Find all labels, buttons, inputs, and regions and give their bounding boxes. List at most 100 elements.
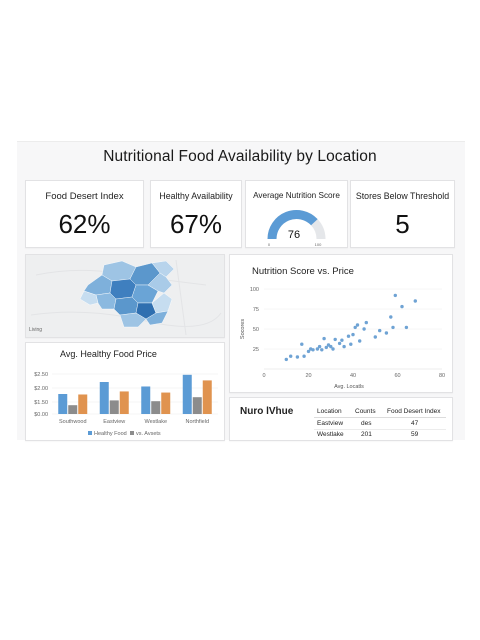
table-cell: 201 bbox=[361, 431, 372, 438]
scatter-point bbox=[342, 344, 346, 349]
bar-x-tick: Northfield bbox=[185, 419, 209, 425]
price-bar-chart: $0.00 $1.50 $2.00 $2.50 Southwood Eastview Wes… bbox=[34, 372, 218, 437]
scatter-point bbox=[331, 347, 335, 351]
table-cell: 47 bbox=[411, 420, 419, 427]
table-header-counts: Counts bbox=[355, 408, 376, 415]
scatter-point bbox=[324, 345, 328, 350]
bar bbox=[182, 374, 192, 414]
legend-swatch bbox=[130, 431, 134, 435]
table-header-divider bbox=[314, 417, 446, 418]
scatter-point bbox=[378, 328, 382, 333]
kpi-card-average-nutrition-score: Average Nutrition Score 76 0 100 bbox=[245, 180, 348, 248]
gauge-min: 0 bbox=[268, 242, 271, 247]
scatter-point bbox=[400, 304, 404, 309]
scatter-point bbox=[295, 355, 300, 359]
bar-x-tick: Westlake bbox=[144, 419, 167, 425]
kpi-card-healthy-availability: Healthy Availability 67% bbox=[150, 180, 242, 248]
scatter-x-tick: 40 bbox=[350, 373, 356, 379]
bar bbox=[78, 394, 88, 414]
page-title: Nutritional Food Availability by Locatio… bbox=[103, 148, 377, 165]
scatter-point bbox=[358, 339, 362, 343]
legend-swatch bbox=[88, 431, 92, 435]
scatter-point bbox=[373, 335, 377, 339]
scatter-point bbox=[413, 299, 417, 303]
scatter-x-tick: 60 bbox=[394, 373, 400, 379]
scatter-point bbox=[289, 354, 293, 358]
scatter-point bbox=[322, 336, 326, 341]
scatter-x-tick: 80 bbox=[439, 373, 445, 379]
scatter-y-tick: 75 bbox=[253, 307, 259, 313]
scatter-y-tick: 100 bbox=[250, 287, 259, 293]
scatter-point bbox=[355, 323, 360, 327]
bar-x-tick: Eastview bbox=[103, 419, 125, 425]
bar bbox=[68, 405, 78, 414]
scatter-point bbox=[351, 332, 355, 337]
legend-label: vs. Avsets bbox=[136, 431, 161, 437]
kpi-card-food-desert-index: Food Desert Index 62% bbox=[25, 180, 144, 248]
table-cell: des bbox=[361, 420, 372, 427]
map-regions bbox=[79, 260, 175, 328]
scatter-point bbox=[353, 325, 357, 330]
scatter-y-label: Socores bbox=[240, 319, 246, 339]
bar bbox=[202, 380, 212, 414]
scatter-point bbox=[317, 344, 322, 349]
scatter-point bbox=[306, 349, 311, 354]
scatter-point bbox=[393, 293, 397, 298]
bar-y-tick: $0.00 bbox=[34, 412, 48, 418]
map-panel[interactable]: Living bbox=[25, 254, 225, 338]
table-brand: Nuro lVhue bbox=[240, 406, 294, 417]
scatter-point bbox=[333, 337, 337, 342]
table-row-divider bbox=[314, 429, 446, 430]
scatter-chart-panel: Nutrition Score vs. Price 25 50 75 100 0 20 40… bbox=[229, 254, 453, 393]
scatter-y-tick: 25 bbox=[253, 347, 259, 353]
bar bbox=[109, 400, 119, 414]
location-table-panel: Nuro lVhue Location Counts Food Desert I… bbox=[229, 397, 453, 441]
map-caption: Living bbox=[29, 327, 43, 333]
scatter-point bbox=[300, 342, 304, 346]
bar bbox=[192, 397, 202, 414]
scatter-point bbox=[311, 348, 315, 352]
bar bbox=[99, 382, 109, 414]
legend-label: Healthy Food bbox=[94, 431, 127, 437]
bar-y-tick: $2.00 bbox=[34, 386, 48, 392]
scatter-point bbox=[302, 354, 306, 358]
location-table: Location Counts Food Desert Index Eastvi… bbox=[230, 398, 452, 440]
choropleth-map[interactable] bbox=[26, 255, 224, 337]
table-header-location: Location bbox=[317, 408, 342, 415]
scatter-point bbox=[320, 348, 324, 352]
gauge-max: 100 bbox=[315, 242, 322, 247]
kpi-label: Average Nutrition Score bbox=[253, 191, 340, 200]
kpi-label: Food Desert Index bbox=[45, 191, 124, 202]
scatter-point bbox=[346, 334, 351, 338]
table-header-food-desert-index: Food Desert Index bbox=[387, 408, 441, 415]
kpi-label: Stores Below Threshold bbox=[355, 191, 450, 201]
bar-y-tick: $2.50 bbox=[34, 372, 48, 378]
bar bbox=[151, 401, 161, 414]
scatter-point bbox=[384, 331, 389, 335]
scatter-point bbox=[349, 342, 353, 346]
kpi-value: 5 bbox=[395, 209, 410, 239]
price-chart-title: Avg. Healthy Food Price bbox=[60, 349, 157, 359]
gauge-fill bbox=[267, 210, 318, 240]
bar bbox=[119, 391, 129, 414]
scatter-point bbox=[315, 347, 320, 351]
kpi-label: Healthy Availability bbox=[159, 191, 233, 201]
scatter-point bbox=[362, 327, 366, 331]
scatter-point bbox=[404, 325, 409, 330]
scatter-point bbox=[284, 357, 288, 362]
scatter-point bbox=[364, 320, 368, 325]
kpi-card-stores-below-threshold: Stores Below Threshold 5 bbox=[350, 180, 455, 248]
nutrition-scatter-chart: 25 50 75 100 0 20 40 60 80 Avg. Locatls Socores bbox=[240, 287, 445, 390]
nutrition-score-gauge: 76 0 100 bbox=[267, 210, 326, 247]
bar-x-tick: Southwood bbox=[59, 419, 87, 425]
table-cell: Eastview bbox=[317, 420, 344, 427]
bar bbox=[161, 392, 171, 414]
scatter-point bbox=[340, 338, 344, 342]
scatter-chart-title: Nutrition Score vs. Price bbox=[252, 266, 354, 277]
table-cell: 59 bbox=[411, 431, 419, 438]
scatter-x-tick: 0 bbox=[262, 373, 265, 379]
scatter-point bbox=[337, 341, 342, 346]
scatter-point bbox=[391, 325, 395, 330]
price-chart-panel: Avg. Healthy Food Price $0.00 $1.50 $2.00 $… bbox=[25, 342, 225, 441]
bar bbox=[58, 394, 68, 414]
